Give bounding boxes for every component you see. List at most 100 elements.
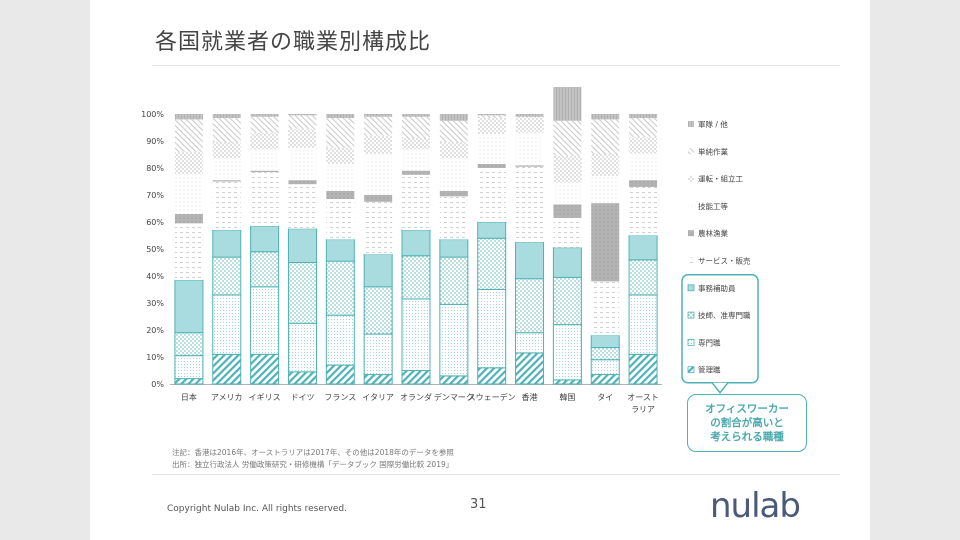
bar-segment bbox=[515, 114, 544, 117]
bar-segment bbox=[364, 195, 393, 202]
bar-segment bbox=[515, 116, 544, 133]
legend-label: 技師、准専門職 bbox=[698, 310, 751, 320]
bar-segment bbox=[515, 241, 545, 280]
y-tick-label: 70% bbox=[146, 191, 164, 200]
nulab-logo: nulab bbox=[710, 486, 801, 526]
bar-segment bbox=[250, 114, 279, 117]
legend-label: 事務補助員 bbox=[698, 283, 736, 293]
x-category-label: 日本 bbox=[181, 392, 197, 402]
y-tick-label: 50% bbox=[146, 245, 164, 254]
bar-segment bbox=[477, 221, 507, 239]
bar-segment bbox=[402, 149, 430, 171]
page-number: 31 bbox=[470, 497, 487, 512]
bar-segment bbox=[477, 289, 507, 369]
bar-segment bbox=[212, 256, 242, 296]
bar-segment bbox=[552, 247, 582, 278]
x-category-label: ドイツ bbox=[290, 393, 314, 402]
bar-segment bbox=[288, 115, 317, 129]
bar-segment bbox=[553, 155, 582, 183]
bar-segment bbox=[515, 352, 545, 385]
y-tick-label: 0% bbox=[151, 380, 164, 389]
bar-segment bbox=[363, 286, 393, 335]
bar-segment bbox=[250, 132, 279, 150]
bar-segment bbox=[364, 116, 393, 136]
legend-label: 単純作業 bbox=[698, 146, 728, 156]
y-tick-label: 10% bbox=[146, 353, 164, 362]
bar-segment bbox=[174, 114, 203, 120]
bar-segment bbox=[174, 119, 203, 152]
y-tick-label: 30% bbox=[146, 299, 164, 308]
bar-segment bbox=[477, 134, 506, 164]
bar-segment bbox=[402, 170, 430, 175]
bar-segment bbox=[515, 332, 545, 354]
bar-segment bbox=[250, 251, 280, 288]
y-tick-label: 100% bbox=[141, 110, 164, 119]
bar-segment bbox=[439, 303, 469, 377]
x-category-label: タイ bbox=[597, 393, 613, 402]
bar-segment bbox=[590, 374, 620, 385]
bar-segment bbox=[212, 158, 241, 181]
bar-segment bbox=[325, 260, 355, 316]
x-category-label: オースト bbox=[627, 393, 659, 402]
bar-segment bbox=[250, 149, 279, 171]
bar-segment bbox=[515, 132, 544, 166]
bar-segment bbox=[325, 239, 355, 262]
bar-segment bbox=[363, 333, 393, 376]
chart-note: 注記：香港は2016年、オーストラリアは2017年、その他は2018年のデータを… bbox=[172, 448, 454, 457]
legend-highlight-box bbox=[681, 274, 759, 384]
bar-segment bbox=[212, 181, 241, 231]
office-worker-callout: オフィスワーカー の割合が高いと 考えられる職種 bbox=[687, 394, 807, 452]
bar-segment bbox=[553, 182, 582, 205]
bar-segment bbox=[250, 225, 280, 253]
x-category-label: 香港 bbox=[522, 392, 538, 402]
y-tick-label: 40% bbox=[146, 272, 164, 281]
bar-segment bbox=[552, 324, 582, 381]
legend-swatch bbox=[687, 338, 695, 346]
bar-segment bbox=[439, 142, 468, 159]
bar-segment bbox=[552, 379, 582, 385]
bar-segment bbox=[629, 186, 658, 236]
legend-label: 農林漁業 bbox=[698, 228, 728, 238]
y-tick-label: 20% bbox=[146, 326, 164, 335]
x-category-label: アメリカ bbox=[211, 393, 243, 402]
bar-segment bbox=[212, 294, 242, 355]
legend-swatch bbox=[688, 230, 694, 237]
legend-label: 管理職 bbox=[698, 365, 721, 375]
bar-segment bbox=[628, 235, 658, 261]
bar-segment bbox=[288, 147, 317, 181]
x-category-label: イギリス bbox=[249, 393, 281, 402]
bar-segment bbox=[363, 374, 393, 385]
bar-segment bbox=[477, 114, 506, 116]
bar-segment bbox=[553, 217, 582, 248]
bar-segment bbox=[439, 158, 468, 191]
legend-swatch bbox=[688, 175, 694, 182]
bar-segment bbox=[591, 281, 620, 336]
bar-segment bbox=[288, 114, 317, 116]
x-category-label: スウェーデン bbox=[468, 392, 516, 402]
legend-label: 運転・組立工 bbox=[698, 174, 743, 184]
bar-segment bbox=[591, 114, 620, 120]
bar-segment bbox=[212, 118, 241, 143]
bar-segment bbox=[629, 153, 658, 181]
bar-segment bbox=[402, 138, 430, 150]
title-divider bbox=[152, 65, 840, 66]
bar-segment bbox=[288, 184, 317, 229]
stacked-bar-chart: 0% 10% 20% 30% 40% 50% 60% 70% 80% 90% 100% 日本 アメリカ… bbox=[141, 87, 759, 414]
bar-segment bbox=[628, 259, 658, 296]
bar-segment bbox=[477, 118, 506, 135]
legend-swatch bbox=[687, 366, 695, 374]
bar-segment bbox=[250, 170, 279, 173]
bar-segment bbox=[287, 228, 317, 263]
x-category-label: イタリア bbox=[362, 393, 394, 402]
bar-segment bbox=[439, 196, 468, 240]
bar-segment bbox=[212, 180, 241, 182]
x-category-label: オランダ bbox=[400, 392, 432, 402]
bar-segment bbox=[174, 378, 204, 385]
bar-segment bbox=[591, 119, 620, 155]
y-tick-label: 90% bbox=[146, 137, 164, 146]
bar-segment bbox=[287, 322, 317, 373]
bar-segment bbox=[629, 136, 658, 154]
bar-segment bbox=[212, 229, 242, 258]
bar-segment bbox=[402, 174, 430, 231]
bar-segment bbox=[401, 255, 431, 300]
